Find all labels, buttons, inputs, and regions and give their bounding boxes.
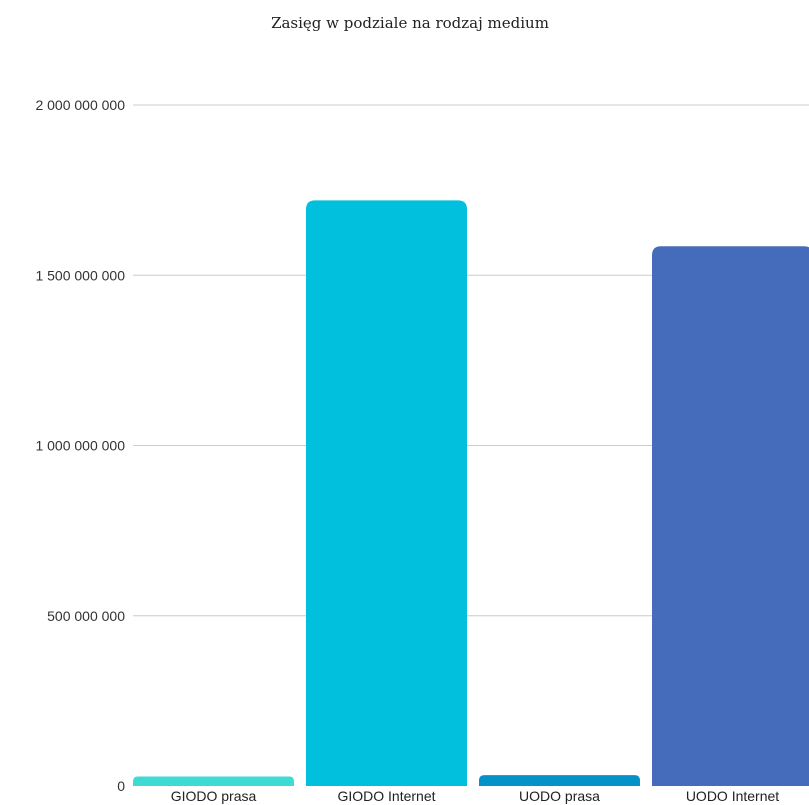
chart-title: Zasięg w podziale na rodzaj medium (271, 14, 549, 32)
y-tick-label: 1 500 000 000 (35, 267, 125, 283)
y-tick-label: 500 000 000 (47, 608, 125, 624)
y-tick-label: 0 (117, 778, 125, 794)
bar (133, 776, 294, 786)
y-tick-label: 1 000 000 000 (35, 438, 125, 454)
x-category-label: GIODO Internet (337, 788, 435, 804)
bar (652, 246, 809, 786)
bars (133, 200, 809, 787)
y-axis-ticks: 0 500 000 000 1 000 000 000 1 500 000 000 2 … (35, 97, 125, 794)
x-axis-categories: GIODO prasa GIODO Internet UODO prasa UODO … (171, 788, 780, 804)
bar (479, 775, 640, 786)
bar (306, 200, 467, 787)
x-category-label: UODO prasa (519, 788, 600, 804)
x-category-label: UODO Internet (686, 788, 779, 804)
y-tick-label: 2 000 000 000 (35, 97, 125, 113)
x-category-label: GIODO prasa (171, 788, 257, 804)
